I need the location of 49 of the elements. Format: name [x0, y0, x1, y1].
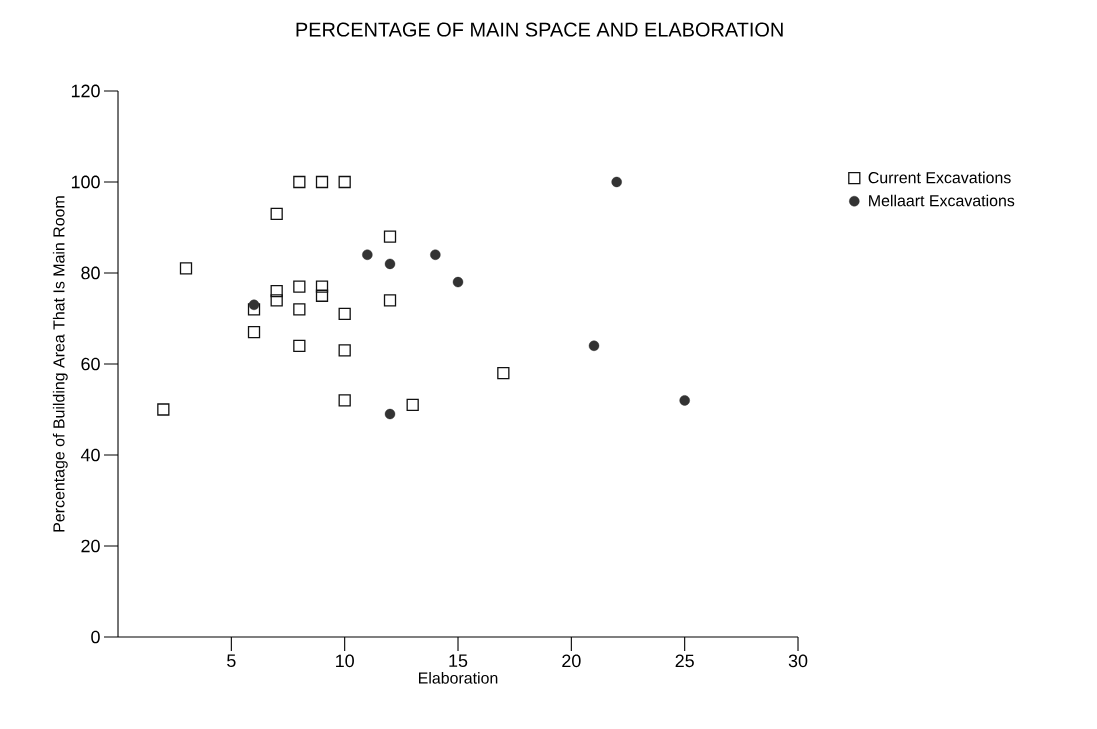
- point: [315, 289, 329, 302]
- y-tick-label: 80: [81, 266, 100, 280]
- y-tick-label: 40: [80, 448, 100, 462]
- point: [293, 280, 306, 293]
- point: [338, 175, 351, 189]
- x-tick-label: 30: [788, 654, 808, 668]
- point: [497, 366, 510, 380]
- y-axis-title: Percentage of Building Area That Is Main Room: [52, 196, 68, 532]
- point: [315, 175, 329, 189]
- point: [338, 307, 351, 321]
- x-tick-label: 25: [675, 654, 694, 668]
- point: [293, 175, 306, 189]
- point: [588, 340, 600, 351]
- point: [270, 207, 283, 220]
- point: [452, 276, 464, 288]
- x-tick-label: 20: [562, 654, 581, 668]
- legend-label: Mellaart Excavations: [869, 194, 1015, 207]
- x-tick-label: 5: [227, 654, 236, 668]
- point: [248, 299, 260, 311]
- point: [679, 395, 690, 406]
- x-tick-label: 15: [449, 654, 468, 668]
- chart-title: PERCENTAGE OF MAIN SPACE AND ELABORATION: [296, 22, 783, 37]
- y-tick-label: 120: [71, 84, 100, 98]
- point: [293, 303, 306, 316]
- y-tick-label: 0: [91, 630, 100, 644]
- point: [384, 408, 396, 420]
- point: [293, 339, 306, 352]
- point: [383, 294, 397, 307]
- point: [384, 258, 396, 270]
- point: [157, 403, 170, 416]
- point: [383, 230, 397, 243]
- y-tick-label: 100: [71, 175, 100, 189]
- point: [270, 294, 283, 307]
- point: [362, 249, 373, 260]
- point: [338, 394, 351, 407]
- x-axis-title: Elaboration: [419, 672, 498, 684]
- point: [430, 249, 441, 260]
- y-tick-label: 60: [81, 357, 100, 371]
- legend-label: Current Excavations: [868, 171, 1011, 184]
- y-tick-label: 20: [81, 539, 100, 553]
- point: [611, 176, 622, 188]
- x-tick-label: 10: [336, 654, 354, 668]
- point: [406, 398, 419, 412]
- point: [179, 262, 193, 275]
- point: [247, 325, 261, 339]
- point: [315, 280, 329, 293]
- point: [338, 344, 351, 357]
- point: [270, 285, 283, 298]
- point: [247, 303, 261, 316]
